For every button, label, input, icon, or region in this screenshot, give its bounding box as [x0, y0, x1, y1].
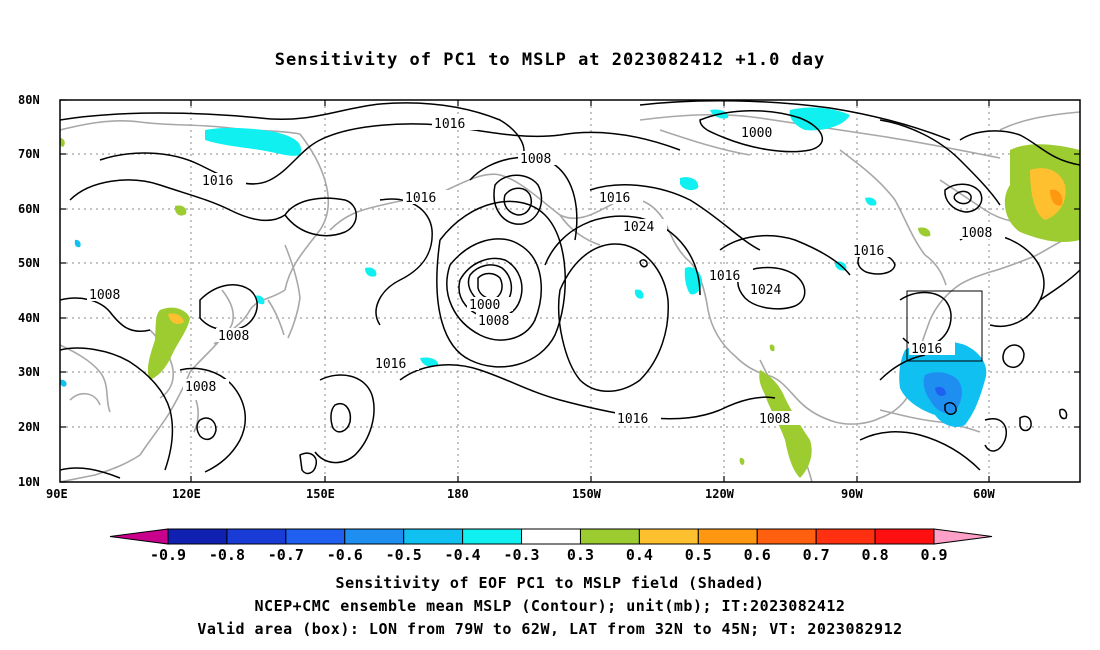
colorbar-swatch	[403, 528, 464, 545]
contour-label: 1000	[741, 126, 772, 141]
contour-label: 1008	[89, 288, 120, 303]
colorbar: -0.9 -0.8 -0.7 -0.6 -0.5 -0.4 -0.3 0.3 0.4 0.5 0.6…	[109, 528, 993, 564]
lon-label: 90W	[841, 487, 863, 501]
contour-label: 1008	[520, 152, 551, 167]
valid-area-box	[906, 290, 983, 362]
colorbar-swatch	[697, 528, 758, 545]
colorbar-label: -0.9	[150, 546, 186, 564]
contour-label: 1008	[185, 380, 216, 395]
colorbar-swatch	[167, 528, 228, 545]
shaded-negative	[60, 107, 987, 427]
gridlines	[60, 100, 1080, 482]
colorbar-swatch	[285, 528, 346, 545]
colorbar-swatch	[638, 528, 699, 545]
contour-label: 1016	[617, 412, 648, 427]
colorbar-swatch	[874, 528, 935, 545]
colorbar-swatch	[521, 528, 581, 545]
contour-label: 1016	[405, 191, 436, 206]
lat-label: 70N	[18, 147, 40, 161]
contour-label: 1016	[434, 117, 465, 132]
colorbar-swatch	[579, 528, 640, 545]
colorbar-label: 0.3	[567, 546, 594, 564]
contour-label: 1016	[202, 174, 233, 189]
lon-label: 90E	[46, 487, 68, 501]
lat-label: 40N	[18, 311, 40, 325]
colorbar-swatch	[226, 528, 287, 545]
mslp-contours	[60, 100, 1080, 479]
colorbar-swatch	[462, 528, 523, 545]
colorbar-label: 0.5	[685, 546, 712, 564]
colorbar-label: 0.8	[862, 546, 889, 564]
contour-label: 1000	[469, 298, 500, 313]
colorbar-label: 0.4	[626, 546, 653, 564]
contour-label: 1008	[218, 329, 249, 344]
colorbar-label: -0.4	[445, 546, 481, 564]
contour-label: 1016	[911, 342, 942, 357]
lat-label: 10N	[18, 475, 40, 489]
colorbar-swatch	[344, 528, 405, 545]
colorbar-swatch	[109, 528, 169, 545]
lon-label: 150E	[306, 487, 335, 501]
lat-label: 50N	[18, 256, 40, 270]
colorbar-label: -0.8	[209, 546, 245, 564]
contour-label: 1024	[750, 283, 781, 298]
lon-label: 180	[447, 487, 469, 501]
contour-label: 1008	[478, 314, 509, 329]
colorbar-label: -0.5	[386, 546, 422, 564]
contour-label-layer: 1016 1016 1016 1016 1016 1016 1016 1016 …	[87, 116, 1005, 427]
contour-label: 1016	[853, 244, 884, 259]
contour-label: 1024	[623, 220, 654, 235]
lat-label: 20N	[18, 420, 40, 434]
colorbar-label: -0.7	[268, 546, 304, 564]
tick-marks	[60, 99, 1080, 483]
lon-label: 60W	[973, 487, 995, 501]
colorbar-label: -0.3	[503, 546, 539, 564]
lat-label: 30N	[18, 365, 40, 379]
colorbar-swatch	[933, 528, 993, 545]
caption-line-2: NCEP+CMC ensemble mean MSLP (Contour); u…	[254, 597, 846, 615]
colorbar-swatch	[756, 528, 817, 545]
longitude-labels: 90E 120E 150E 180 150W 120W 90W 60W	[46, 487, 995, 501]
lon-label: 120W	[705, 487, 735, 501]
colorbar-label: 0.9	[920, 546, 947, 564]
contour-label: 1008	[961, 226, 992, 241]
colorbar-label: 0.7	[803, 546, 830, 564]
latitude-labels: 80N 70N 60N 50N 40N 30N 20N 10N	[18, 93, 40, 489]
caption-line-1: Sensitivity of EOF PC1 to MSLP field (Sh…	[335, 574, 765, 592]
lat-label: 80N	[18, 93, 40, 107]
map-title: Sensitivity of PC1 to MSLP at 2023082412…	[274, 50, 826, 70]
colorbar-label: 0.6	[744, 546, 771, 564]
contour-label: 1016	[709, 269, 740, 284]
caption-line-3: Valid area (box): LON from 79W to 62W, L…	[197, 620, 903, 638]
contour-label: 1008	[759, 412, 790, 427]
colorbar-label: -0.6	[327, 546, 363, 564]
contour-label: 1016	[599, 191, 630, 206]
lon-label: 150W	[572, 487, 602, 501]
contour-label: 1016	[375, 357, 406, 372]
map-frame	[59, 99, 1081, 483]
lat-label: 60N	[18, 202, 40, 216]
colorbar-swatch	[815, 528, 876, 545]
lon-label: 120E	[172, 487, 201, 501]
